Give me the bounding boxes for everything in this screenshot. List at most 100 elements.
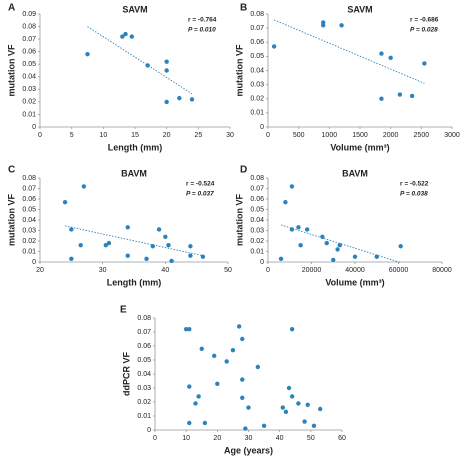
y-axis-label: mutation VF [234,194,244,246]
data-point [339,23,344,28]
data-point [163,234,168,239]
y-tick-label: 0 [32,124,36,131]
data-point [193,401,198,406]
data-point [106,240,112,246]
x-tick-label: 20000 [302,267,322,274]
panel-label: B [240,3,247,14]
y-tick-label: 0.02 [22,238,36,245]
data-point [187,327,192,332]
data-point [388,55,393,60]
y-tick-label: 0 [147,427,151,434]
panel-label: A [8,3,15,14]
data-point [271,44,277,49]
data-point [320,234,325,239]
data-point [298,243,303,248]
x-tick-label: 0 [266,132,270,139]
annotation: P = 0.037 [186,191,214,198]
y-tick-label: 0.01 [22,248,36,255]
y-tick-label: 0.07 [250,185,264,192]
data-point [305,402,310,407]
data-point [156,227,162,232]
y-tick-label: 0.04 [22,217,36,224]
data-point [189,97,195,102]
data-point [240,395,245,400]
data-point [379,51,384,56]
y-tick-label: 0.02 [250,238,264,245]
data-point [335,247,340,252]
x-tick-label: 2000 [383,132,399,139]
data-point [236,324,242,329]
x-tick-label: 20 [36,267,44,274]
data-point [183,327,189,332]
data-point [125,253,130,258]
data-point [379,96,384,101]
data-point [230,348,236,353]
y-tick-label: 0.06 [22,49,36,56]
y-tick-label: 0.05 [22,61,36,68]
y-tick-label: 0.05 [250,53,264,60]
data-point [123,31,128,37]
data-point [286,385,292,391]
data-point [302,419,307,424]
data-point [144,256,149,262]
panel-label: C [8,165,15,176]
x-axis-label: Volume (mm³) [330,142,389,152]
y-axis-label: mutation VF [6,44,16,96]
x-tick-label: 15 [131,132,139,139]
x-tick-label: 500 [293,132,305,139]
data-point [69,227,74,232]
data-point [85,51,90,57]
y-tick-label: 0.06 [22,196,36,203]
y-tick-label: 0.08 [250,11,264,18]
data-point [150,244,155,249]
annotation: P = 0.028 [410,27,438,34]
y-tick-label: 0.01 [250,248,264,255]
x-axis-label: Length (mm) [108,142,163,152]
data-point [397,92,403,97]
x-tick-label: 60000 [389,267,409,274]
x-tick-label: 30 [226,132,234,139]
data-point [398,244,403,249]
y-tick-label: 0.04 [250,67,264,74]
x-tick-label: 3000 [444,132,460,139]
y-tick-label: 0.03 [22,86,36,93]
x-tick-label: 30 [245,435,253,442]
y-tick-label: 0.07 [22,185,36,192]
trend-line [273,19,425,84]
y-tick-label: 0.07 [22,36,36,43]
data-point [78,243,83,248]
y-tick-label: 0.01 [137,413,151,420]
y-tick-label: 0.05 [250,206,264,213]
y-tick-label: 0 [260,124,264,131]
x-tick-label: 0 [266,267,270,274]
data-point [200,254,206,259]
x-tick-label: 20 [163,132,171,139]
y-tick-label: 0.07 [250,25,264,32]
data-point [255,364,261,370]
annotation: P = 0.010 [188,27,216,34]
y-tick-label: 0.09 [22,11,36,18]
y-tick-label: 0.06 [137,343,151,350]
x-tick-label: 40 [276,435,284,442]
data-point [337,243,342,248]
data-point [289,227,295,232]
annotation: P = 0.038 [400,191,428,198]
data-point [331,257,336,263]
data-point [289,327,295,332]
chart-title: SAVM [122,4,147,14]
x-axis-label: Length (mm) [107,277,162,287]
data-point [321,20,326,25]
x-tick-label: 30 [99,267,107,274]
x-tick-label: 80000 [432,267,452,274]
x-tick-label: 60 [338,435,346,442]
data-point [283,409,289,414]
y-tick-label: 0.06 [250,39,264,46]
x-tick-label: 2500 [414,132,430,139]
y-tick-label: 0.03 [137,385,151,392]
y-axis-label: mutation VF [234,44,244,96]
data-point [352,254,358,259]
x-axis-label: Volume (mm³) [325,277,384,287]
data-point [289,394,295,399]
y-tick-label: 0.04 [137,371,151,378]
